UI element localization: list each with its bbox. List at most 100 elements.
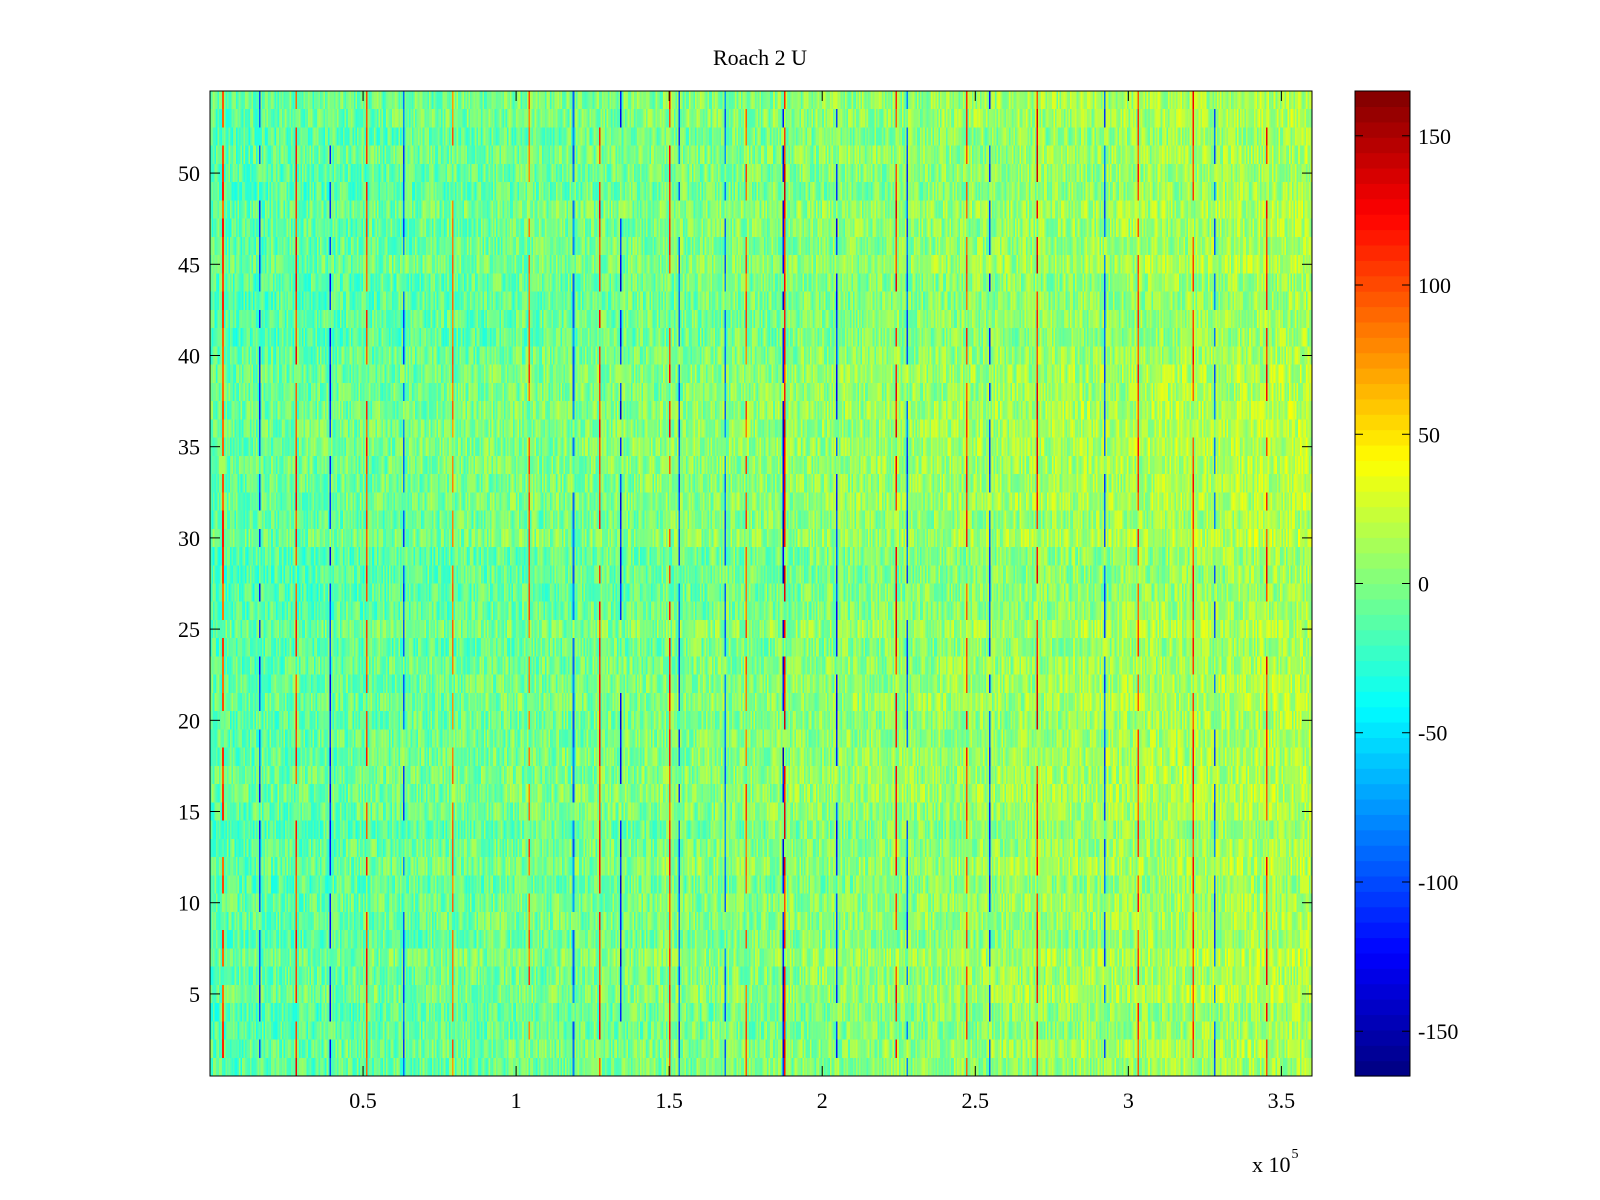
colorbar-tick-label: -150 [1418, 1019, 1458, 1044]
colorbar-band [1355, 244, 1410, 261]
colorbar-tick-label: -50 [1418, 721, 1447, 746]
colorbar-band [1355, 537, 1410, 554]
colorbar-band [1355, 614, 1410, 631]
y-tick-label: 50 [178, 161, 200, 186]
colorbar-band [1355, 645, 1410, 662]
colorbar-axis: 150 100 50 0 -50 -100 -150 [1355, 124, 1458, 1044]
x-tick-label: 1 [511, 1088, 522, 1113]
colorbar-band [1355, 906, 1410, 923]
colorbar-band [1355, 999, 1410, 1016]
colorbar-band [1355, 383, 1410, 400]
colorbar-band [1355, 260, 1410, 277]
colorbar-band [1355, 706, 1410, 723]
colorbar-band [1355, 798, 1410, 815]
y-tick-label: 45 [178, 252, 200, 277]
x-exponent-power: 5 [1292, 1147, 1299, 1162]
colorbar-band [1355, 1029, 1410, 1046]
colorbar-band [1355, 552, 1410, 569]
x-tick-label: 2 [817, 1088, 828, 1113]
colorbar-band [1355, 583, 1410, 600]
colorbar-band [1355, 768, 1410, 785]
colorbar-tick-label: 50 [1418, 422, 1440, 447]
colorbar-band [1355, 91, 1410, 107]
colorbar-tick-label: 0 [1418, 572, 1429, 597]
colorbar-band [1355, 183, 1410, 200]
colorbar-band [1355, 968, 1410, 985]
x-tick-label: 3 [1123, 1088, 1134, 1113]
plot-area-frame [209, 90, 1313, 1077]
y-axis: 5 10 15 20 25 30 35 40 45 50 [178, 161, 1312, 1007]
colorbar-band [1355, 167, 1410, 184]
y-tick-label: 5 [189, 982, 200, 1007]
colorbar-band [1355, 598, 1410, 615]
colorbar-tick-label: 100 [1418, 273, 1451, 298]
colorbar-band [1355, 660, 1410, 677]
colorbar-band [1355, 291, 1410, 308]
colorbar-band [1355, 475, 1410, 492]
y-tick-label: 40 [178, 343, 200, 368]
colorbar-band [1355, 491, 1410, 508]
colorbar-band [1355, 783, 1410, 800]
colorbar-band [1355, 737, 1410, 754]
colorbar-band [1355, 922, 1410, 939]
colorbar-band [1355, 137, 1410, 154]
colorbar-band [1355, 675, 1410, 692]
heatmap-image [210, 91, 1312, 1076]
colorbar-tick-label: -100 [1418, 870, 1458, 895]
colorbar-band [1355, 1060, 1410, 1077]
colorbar-band [1355, 321, 1410, 338]
y-tick-label: 15 [178, 800, 200, 825]
colorbar-band [1355, 229, 1410, 246]
colorbar-band [1355, 444, 1410, 461]
colorbar-band [1355, 198, 1410, 215]
colorbar-band [1355, 814, 1410, 831]
colorbar-band [1355, 106, 1410, 123]
colorbar-band [1355, 506, 1410, 523]
colorbar-band [1355, 275, 1410, 292]
heatmap-cells [210, 91, 1312, 1076]
colorbar [1355, 91, 1410, 1077]
x-exponent-base: x 10 [1252, 1152, 1291, 1177]
y-tick-label: 10 [178, 891, 200, 916]
colorbar-band [1355, 629, 1410, 646]
colorbar-band [1355, 860, 1410, 877]
chart-title: Roach 2 U [713, 45, 807, 70]
colorbar-band [1355, 1045, 1410, 1062]
colorbar-band [1355, 152, 1410, 169]
colorbar-band [1355, 845, 1410, 862]
colorbar-band [1355, 306, 1410, 323]
colorbar-band [1355, 752, 1410, 769]
y-tick-label: 20 [178, 708, 200, 733]
colorbar-band [1355, 521, 1410, 538]
colorbar-band [1355, 398, 1410, 415]
colorbar-band [1355, 875, 1410, 892]
colorbar-band [1355, 429, 1410, 446]
colorbar-band [1355, 937, 1410, 954]
colorbar-band [1355, 352, 1410, 369]
colorbar-band [1355, 214, 1410, 231]
colorbar-band [1355, 121, 1410, 138]
y-tick-label: 25 [178, 617, 200, 642]
x-tick-label: 0.5 [349, 1088, 377, 1113]
y-tick-label: 35 [178, 435, 200, 460]
colorbar-band [1355, 722, 1410, 739]
colorbar-band [1355, 891, 1410, 908]
colorbar-band [1355, 460, 1410, 477]
colorbar-band [1355, 368, 1410, 385]
colorbar-tick-label: 150 [1418, 124, 1451, 149]
colorbar-band [1355, 414, 1410, 431]
colorbar-band [1355, 568, 1410, 585]
colorbar-band [1355, 337, 1410, 354]
colorbar-band [1355, 952, 1410, 969]
colorbar-band [1355, 829, 1410, 846]
colorbar-band [1355, 691, 1410, 708]
x-axis: 0.5 1 1.5 2 2.5 3 3.5 [349, 91, 1295, 1113]
x-exponent-label: x 105 [1252, 1147, 1299, 1177]
colorbar-band [1355, 983, 1410, 1000]
x-tick-label: 3.5 [1268, 1088, 1296, 1113]
colorbar-band [1355, 1014, 1410, 1031]
x-tick-label: 1.5 [655, 1088, 683, 1113]
y-tick-label: 30 [178, 526, 200, 551]
x-tick-label: 2.5 [962, 1088, 990, 1113]
